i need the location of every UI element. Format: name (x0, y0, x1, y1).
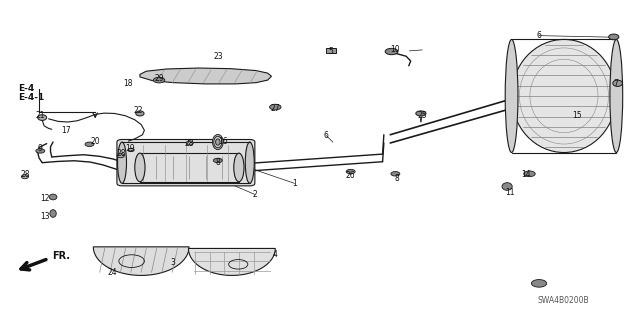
Text: 15: 15 (573, 111, 582, 120)
Ellipse shape (531, 279, 547, 287)
Ellipse shape (128, 148, 134, 152)
Ellipse shape (213, 158, 222, 163)
Text: E-4: E-4 (19, 85, 35, 93)
Text: FR.: FR. (52, 251, 70, 261)
Text: 16: 16 (218, 137, 228, 145)
Text: 28: 28 (184, 139, 194, 148)
Text: 9: 9 (38, 144, 43, 153)
FancyBboxPatch shape (137, 152, 242, 183)
Ellipse shape (136, 111, 144, 116)
Ellipse shape (36, 149, 45, 153)
Ellipse shape (118, 142, 127, 183)
Text: 17: 17 (61, 126, 70, 135)
Text: 23: 23 (213, 52, 223, 61)
Text: 10: 10 (390, 45, 400, 55)
FancyBboxPatch shape (117, 139, 255, 186)
Text: 5: 5 (328, 47, 333, 56)
Ellipse shape (212, 134, 223, 150)
Ellipse shape (214, 136, 222, 148)
Text: 4: 4 (273, 250, 278, 259)
Text: 18: 18 (124, 79, 133, 88)
Text: SWA4B0200B: SWA4B0200B (537, 296, 589, 305)
Text: 6: 6 (536, 31, 541, 40)
Ellipse shape (85, 142, 94, 146)
Text: 7: 7 (613, 79, 618, 88)
Ellipse shape (154, 77, 165, 83)
Text: 25: 25 (417, 111, 427, 120)
Text: 24: 24 (108, 268, 117, 277)
Ellipse shape (50, 210, 56, 217)
Text: 19: 19 (125, 144, 135, 153)
Text: 28: 28 (116, 149, 125, 158)
Text: 28: 28 (20, 170, 29, 179)
Ellipse shape (346, 169, 355, 174)
Ellipse shape (269, 104, 281, 110)
Ellipse shape (234, 153, 244, 182)
Ellipse shape (135, 153, 145, 182)
Ellipse shape (391, 172, 400, 176)
Text: 20: 20 (90, 137, 100, 145)
Ellipse shape (610, 40, 623, 152)
Ellipse shape (186, 141, 193, 145)
Ellipse shape (245, 142, 254, 183)
Polygon shape (93, 247, 189, 275)
Ellipse shape (38, 115, 47, 121)
Text: 8: 8 (394, 174, 399, 183)
Text: 29: 29 (154, 74, 164, 83)
Text: 6: 6 (324, 131, 329, 140)
Ellipse shape (511, 40, 616, 152)
Text: 22: 22 (133, 106, 143, 115)
Ellipse shape (117, 154, 124, 158)
Ellipse shape (22, 174, 28, 179)
Polygon shape (188, 249, 275, 275)
Ellipse shape (613, 80, 622, 86)
Circle shape (385, 48, 398, 55)
Ellipse shape (502, 183, 512, 190)
Text: 13: 13 (40, 212, 50, 221)
Text: E-4-1: E-4-1 (19, 93, 45, 102)
Circle shape (416, 111, 426, 116)
Ellipse shape (505, 40, 518, 152)
Polygon shape (140, 68, 271, 84)
Text: 12: 12 (41, 194, 50, 203)
Text: 27: 27 (271, 104, 280, 113)
Text: 26: 26 (346, 171, 355, 180)
Ellipse shape (524, 171, 535, 177)
Text: 11: 11 (506, 188, 515, 197)
Text: 14: 14 (522, 170, 531, 179)
Text: 21: 21 (36, 111, 45, 120)
Text: 1: 1 (292, 179, 297, 188)
Ellipse shape (609, 34, 619, 40)
Text: 3: 3 (171, 258, 175, 267)
Ellipse shape (49, 194, 57, 200)
Text: 8: 8 (216, 158, 220, 167)
Ellipse shape (216, 139, 220, 145)
FancyBboxPatch shape (326, 48, 336, 53)
Text: 2: 2 (253, 190, 257, 199)
